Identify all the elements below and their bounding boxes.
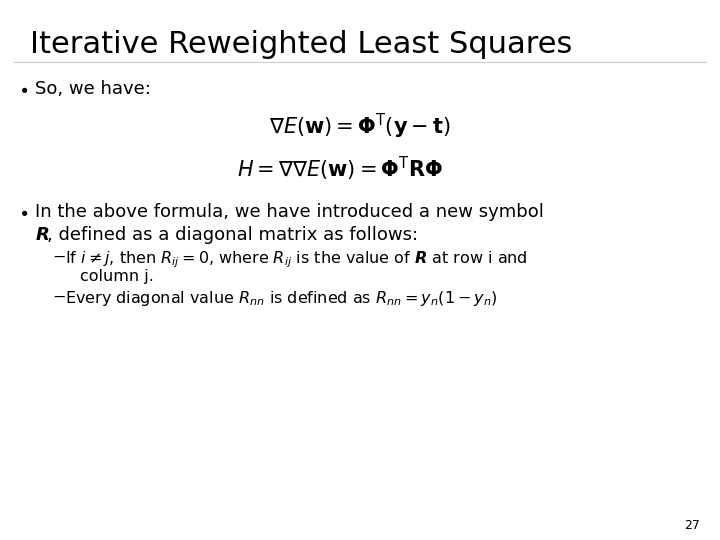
Text: $H = \nabla\nabla E(\mathbf{w}) = \mathbf{\Phi}^\mathrm{T}\mathbf{R}\mathbf{\Phi: $H = \nabla\nabla E(\mathbf{w}) = \mathb…: [237, 155, 443, 183]
Text: In the above formula, we have introduced a new symbol: In the above formula, we have introduced…: [35, 203, 544, 221]
Text: $\bullet$: $\bullet$: [18, 80, 28, 98]
Text: So, we have:: So, we have:: [35, 80, 151, 98]
Text: $\nabla E(\mathbf{w}) = \mathbf{\Phi}^\mathrm{T}(\mathbf{y} - \mathbf{t})$: $\nabla E(\mathbf{w}) = \mathbf{\Phi}^\m…: [269, 112, 451, 141]
Text: $\boldsymbol{R}$: $\boldsymbol{R}$: [35, 226, 50, 244]
Text: , defined as a diagonal matrix as follows:: , defined as a diagonal matrix as follow…: [47, 226, 418, 244]
Text: $-$: $-$: [52, 249, 66, 264]
Text: Every diagonal value $R_{nn}$ is defined as $R_{nn} = y_n(1 - y_n)$: Every diagonal value $R_{nn}$ is defined…: [65, 289, 498, 308]
Text: column j.: column j.: [80, 269, 154, 284]
Text: 27: 27: [684, 519, 700, 532]
Text: If $i \neq j$, then $R_{ij} = 0$, where $R_{ij}$ is the value of $\boldsymbol{R}: If $i \neq j$, then $R_{ij} = 0$, where …: [65, 249, 528, 269]
Text: $-$: $-$: [52, 289, 66, 304]
Text: $\bullet$: $\bullet$: [18, 203, 28, 221]
Text: Iterative Reweighted Least Squares: Iterative Reweighted Least Squares: [30, 30, 572, 59]
